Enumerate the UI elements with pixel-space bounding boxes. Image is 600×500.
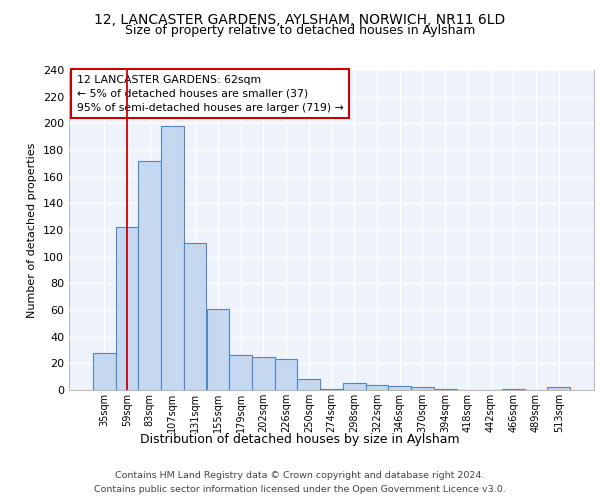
Bar [252,356,275,390]
Bar [229,356,252,390]
Text: 12, LANCASTER GARDENS, AYLSHAM, NORWICH, NR11 6LD: 12, LANCASTER GARDENS, AYLSHAM, NORWICH,… [94,12,506,26]
Bar [161,126,184,390]
Bar [320,388,343,390]
Bar [275,360,298,390]
Bar [434,388,457,390]
Bar [93,352,116,390]
Text: Contains HM Land Registry data © Crown copyright and database right 2024.: Contains HM Land Registry data © Crown c… [115,471,485,480]
Bar [365,384,388,390]
Text: Contains public sector information licensed under the Open Government Licence v3: Contains public sector information licen… [94,485,506,494]
Text: 12 LANCASTER GARDENS: 62sqm
← 5% of detached houses are smaller (37)
95% of semi: 12 LANCASTER GARDENS: 62sqm ← 5% of deta… [77,75,344,113]
Bar [411,388,434,390]
Bar [184,244,206,390]
Bar [502,388,524,390]
Bar [343,384,365,390]
Bar [206,308,229,390]
Bar [116,228,139,390]
Bar [298,380,320,390]
Bar [139,160,161,390]
Bar [388,386,411,390]
Text: Size of property relative to detached houses in Aylsham: Size of property relative to detached ho… [125,24,475,37]
Bar [547,388,570,390]
Y-axis label: Number of detached properties: Number of detached properties [28,142,37,318]
Text: Distribution of detached houses by size in Aylsham: Distribution of detached houses by size … [140,432,460,446]
